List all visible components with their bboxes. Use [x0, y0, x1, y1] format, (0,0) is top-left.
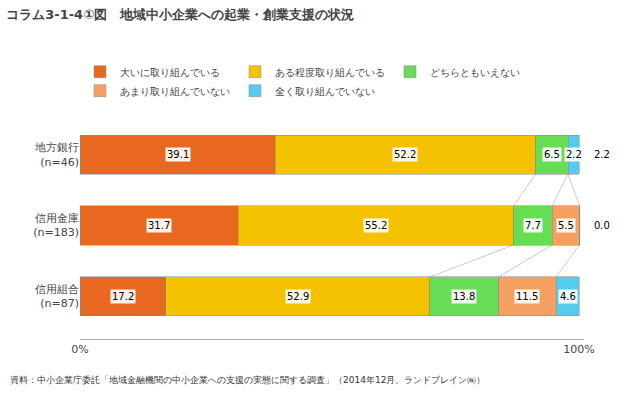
svg-text:地方銀行(n=46): 地方銀行(n=46) [34, 141, 79, 168]
svg-text:39.1: 39.1 [167, 149, 189, 160]
svg-text:100%: 100% [563, 343, 594, 356]
svg-text:大いに取り組んでいる: 大いに取り組んでいる [120, 67, 220, 78]
svg-text:4.6: 4.6 [560, 291, 576, 302]
svg-text:ある程度取り組んでいる: ある程度取り組んでいる [275, 67, 385, 78]
svg-text:11.5: 11.5 [516, 291, 538, 302]
svg-text:52.2: 52.2 [394, 149, 416, 160]
svg-text:2.2: 2.2 [566, 149, 582, 160]
svg-text:どちらともいえない: どちらともいえない [430, 67, 520, 78]
svg-text:全く取り組んでいない: 全く取り組んでいない [275, 86, 375, 97]
svg-text:17.2: 17.2 [112, 291, 134, 302]
svg-text:52.9: 52.9 [287, 291, 309, 302]
svg-text:13.8: 13.8 [453, 291, 475, 302]
svg-text:信用金庫(n=183): 信用金庫(n=183) [33, 212, 79, 239]
svg-text:資料：中小企業庁委託「地域金融機関の中小企業への支援の実態に: 資料：中小企業庁委託「地域金融機関の中小企業への支援の実態に関する調査」（201… [10, 375, 485, 385]
svg-text:0%: 0% [71, 343, 88, 356]
svg-text:0.0: 0.0 [594, 220, 610, 231]
svg-text:信用組合(n=87): 信用組合(n=87) [35, 283, 79, 310]
svg-text:6.5: 6.5 [544, 149, 560, 160]
svg-text:7.7: 7.7 [525, 220, 541, 231]
svg-text:コラム3-1-4①図 地域中小企業への起業・創業支援の状況: コラム3-1-4①図 地域中小企業への起業・創業支援の状況 [6, 7, 354, 22]
svg-text:2.2: 2.2 [594, 149, 610, 160]
svg-text:5.5: 5.5 [558, 220, 574, 231]
svg-text:あまり取り組んでいない: あまり取り組んでいない [120, 86, 230, 97]
svg-text:31.7: 31.7 [148, 220, 170, 231]
svg-text:55.2: 55.2 [365, 220, 387, 231]
